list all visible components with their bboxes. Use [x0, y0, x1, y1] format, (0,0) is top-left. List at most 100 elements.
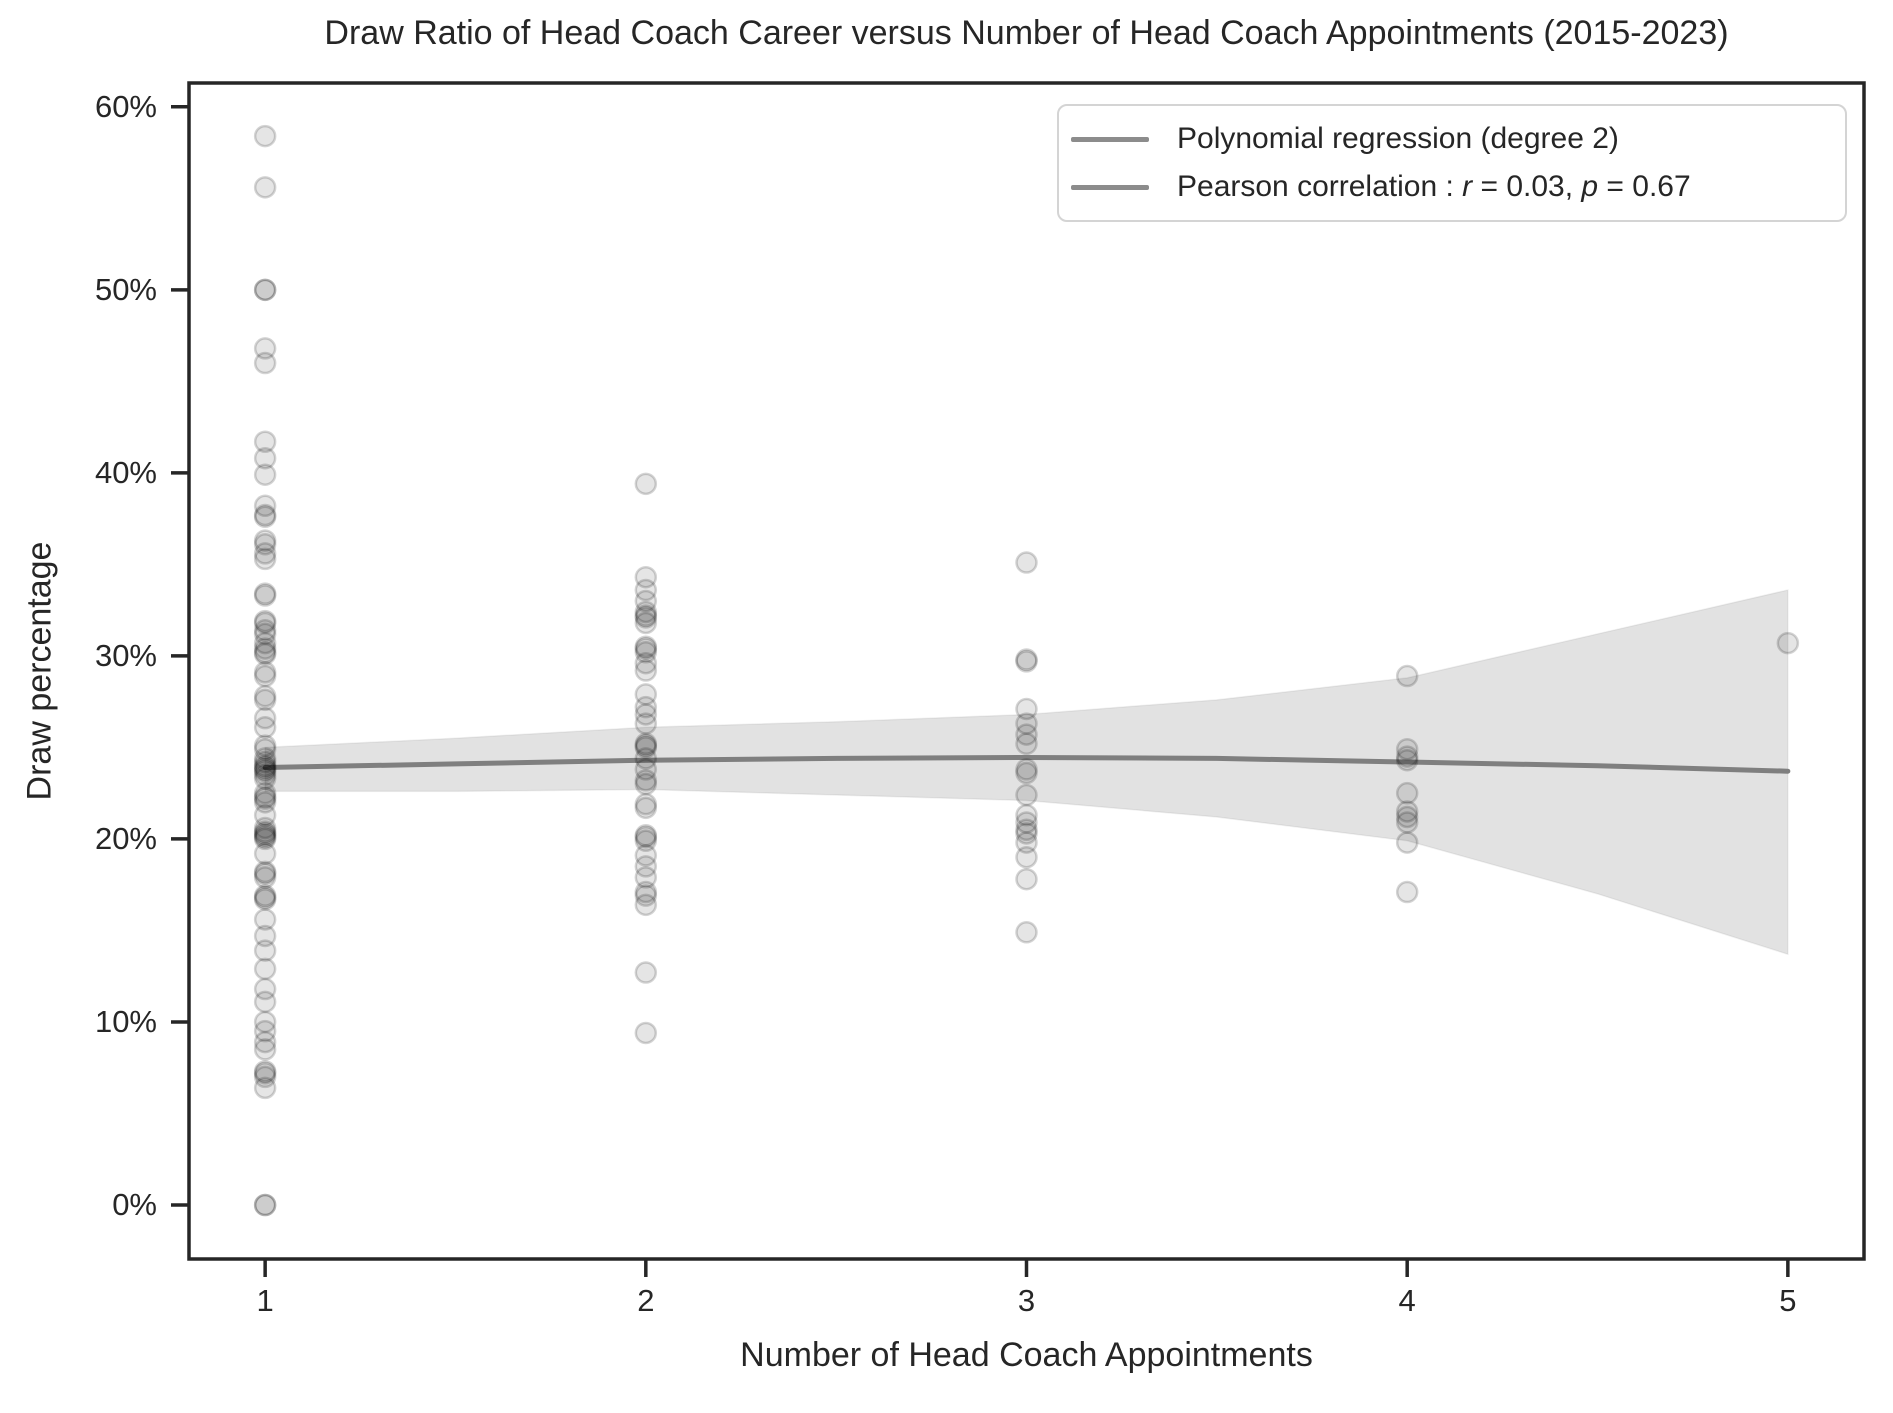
data-point [1395, 664, 1419, 688]
y-tick-label: 50% [94, 271, 157, 307]
data-point [253, 1065, 277, 1089]
data-point [634, 747, 658, 770]
tick-marks [171, 105, 1790, 1277]
data-point [634, 604, 658, 627]
x-tick-label: 1 [256, 1283, 274, 1318]
x-tick-label: 5 [1779, 1283, 1797, 1318]
data-point [253, 820, 277, 843]
data-point [634, 611, 658, 635]
data-point [253, 532, 277, 556]
data-point [253, 642, 277, 666]
data-point [634, 844, 658, 867]
data-point [634, 606, 658, 629]
data-point [253, 609, 277, 633]
data-point [253, 661, 277, 684]
regression-line-icon [1071, 136, 1149, 142]
data-point [634, 640, 658, 664]
data-point [253, 734, 277, 757]
data-point [634, 884, 658, 907]
data-point [1776, 631, 1800, 655]
data-point [253, 939, 277, 962]
data-point [634, 659, 658, 682]
data-point [253, 611, 277, 635]
data-point [253, 446, 277, 470]
data-point [253, 747, 277, 770]
data-point [253, 737, 277, 761]
data-point [253, 990, 277, 1014]
data-point [634, 866, 658, 889]
data-point [253, 886, 277, 909]
data-point [634, 880, 658, 904]
data-point [253, 825, 277, 849]
data-point [253, 759, 277, 783]
data-point [1015, 845, 1038, 869]
data-point [634, 893, 658, 917]
data-point [253, 1060, 277, 1083]
data-point [253, 758, 277, 781]
data-point [253, 1030, 277, 1054]
pearson-line-icon [1071, 184, 1149, 190]
x-axis-label: Number of Head Coach Appointments [740, 1336, 1313, 1374]
data-point [634, 855, 658, 878]
data-point [253, 754, 277, 777]
data-point [634, 637, 658, 660]
data-point [253, 706, 277, 730]
data-point [1395, 831, 1419, 854]
data-point [253, 688, 277, 712]
data-point [634, 600, 658, 624]
data-point [253, 803, 277, 827]
legend-label-pearson: Pearson correlation : r = 0.03, p = 0.67 [1177, 170, 1691, 203]
data-point [253, 750, 277, 774]
data-point [1015, 921, 1038, 944]
data-point [634, 651, 658, 675]
data-point [253, 756, 277, 779]
data-point [253, 622, 277, 646]
data-point [634, 824, 658, 847]
x-tick-label: 2 [637, 1283, 655, 1318]
data-point [1395, 745, 1419, 768]
data-point [634, 825, 658, 849]
data-point [253, 503, 277, 527]
data-point [1015, 783, 1038, 807]
data-point [253, 785, 277, 809]
chart-title: Draw Ratio of Head Coach Career versus N… [324, 14, 1729, 52]
data-point [253, 816, 277, 840]
data-point [634, 796, 658, 820]
data-point [1015, 758, 1038, 781]
data-point [253, 664, 277, 688]
data-point [253, 631, 277, 655]
data-point [634, 565, 658, 589]
data-point [634, 772, 658, 796]
data-point [253, 637, 277, 660]
data-point [1015, 818, 1038, 842]
data-point [1015, 732, 1038, 756]
y-tick-label: 60% [94, 88, 157, 124]
x-tick-label: 3 [1017, 1283, 1036, 1318]
data-point [253, 529, 277, 552]
data-point [253, 505, 277, 529]
data-point [253, 842, 277, 865]
data-point [1015, 551, 1038, 574]
data-point [634, 695, 658, 719]
data-point [253, 494, 277, 518]
data-point [253, 1193, 277, 1217]
data-point [1395, 781, 1419, 805]
data-point [253, 977, 277, 1001]
legend: Polynomial regression (degree 2) Pearson… [1057, 104, 1847, 222]
data-point [253, 787, 277, 810]
data-point [253, 463, 277, 486]
data-point [1015, 697, 1038, 721]
data-point [253, 866, 277, 889]
regression-line [262, 754, 1791, 774]
data-point [1015, 723, 1038, 746]
data-point [1015, 712, 1038, 735]
data-point [253, 1061, 277, 1085]
data-point [253, 124, 277, 148]
data-point [634, 635, 658, 658]
data-point [253, 430, 277, 453]
data-point [253, 957, 277, 981]
data-point [1015, 867, 1038, 891]
data-point [1395, 800, 1419, 823]
